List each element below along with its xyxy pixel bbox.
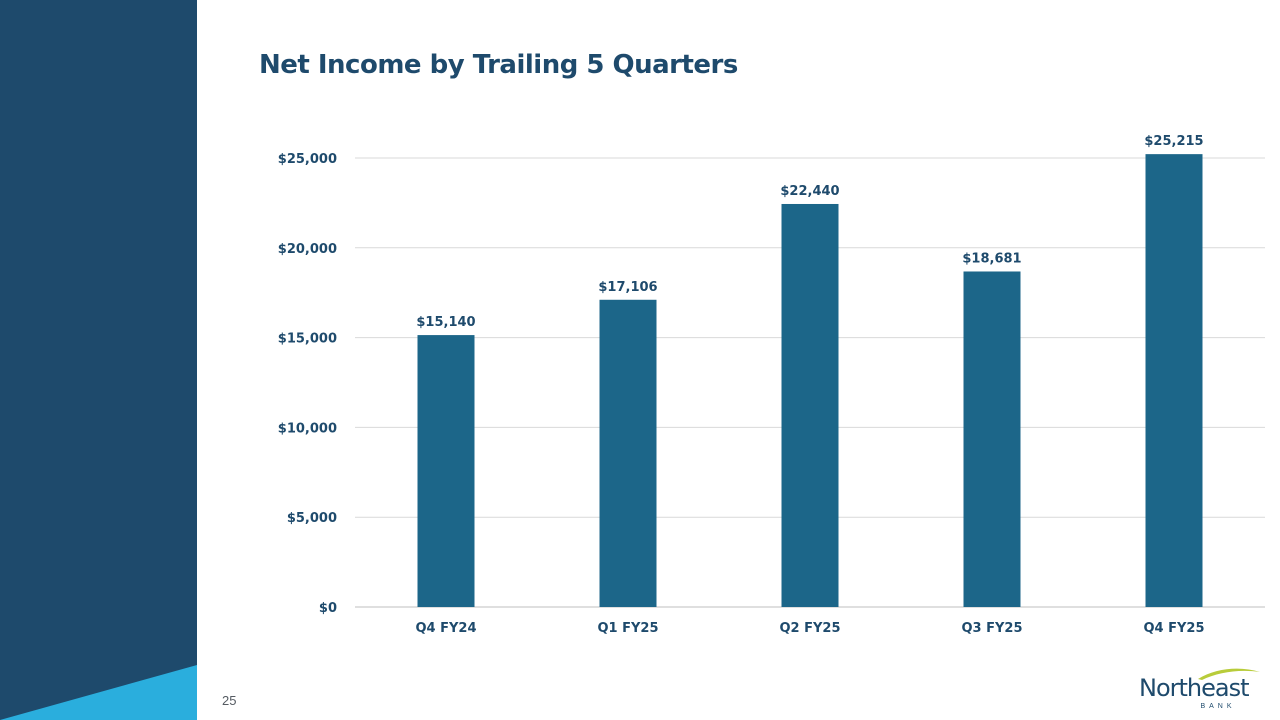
- bar: [1145, 154, 1203, 607]
- page-title: Net Income by Trailing 5 Quarters: [259, 50, 738, 80]
- data-label: $22,440: [780, 184, 839, 199]
- x-tick-label: Q3 FY25: [961, 621, 1022, 636]
- data-label: $17,106: [598, 280, 657, 295]
- sidebar-accent-triangle: [0, 665, 197, 720]
- y-tick-label: $20,000: [278, 242, 337, 257]
- y-tick-label: $0: [319, 601, 337, 616]
- bar: [781, 203, 839, 607]
- logo-swoosh-icon: [1198, 668, 1260, 680]
- bar: [599, 299, 657, 607]
- x-tick-label: Q4 FY25: [1143, 621, 1204, 636]
- logo-subtitle: BANK: [1200, 703, 1236, 710]
- page-number: 25: [222, 693, 237, 708]
- logo-wordmark: Northeast: [1139, 674, 1250, 702]
- x-tick-label: Q2 FY25: [779, 621, 840, 636]
- y-tick-label: $25,000: [278, 152, 337, 167]
- y-tick-label: $10,000: [278, 421, 337, 436]
- x-tick-label: Q4 FY24: [415, 621, 476, 636]
- data-label: $25,215: [1144, 134, 1203, 149]
- bar: [417, 335, 475, 607]
- bar: [963, 271, 1021, 607]
- y-tick-label: $5,000: [287, 511, 337, 526]
- data-label: $18,681: [962, 251, 1021, 266]
- y-tick-label: $15,000: [278, 332, 337, 347]
- northeast-bank-logo: Northeast BANK: [1136, 666, 1262, 716]
- sidebar-panel: [0, 0, 197, 720]
- x-tick-label: Q1 FY25: [597, 621, 658, 636]
- data-label: $15,140: [416, 315, 475, 330]
